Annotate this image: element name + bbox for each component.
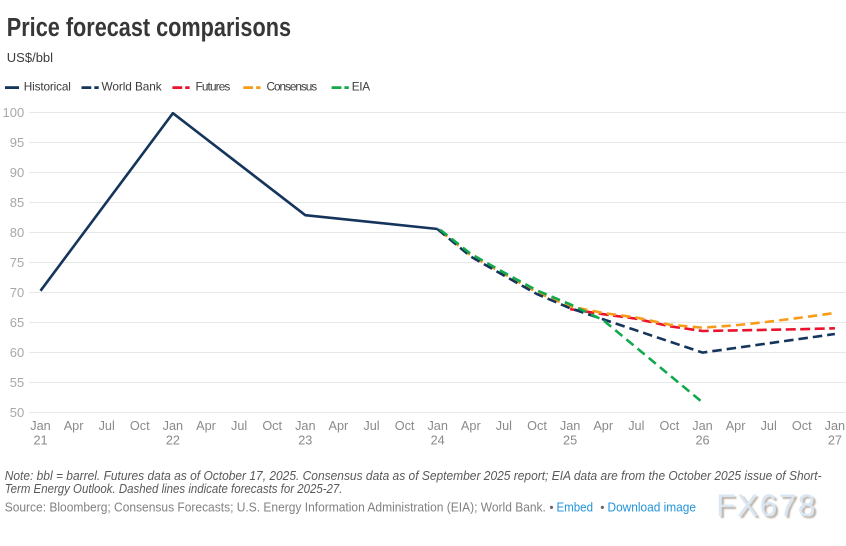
svg-text:Oct: Oct <box>262 419 282 433</box>
svg-text:Apr: Apr <box>593 419 614 433</box>
svg-text:Oct: Oct <box>130 419 150 433</box>
svg-text:Download image: Download image <box>608 500 697 515</box>
svg-text:65: 65 <box>10 315 24 330</box>
svg-text:21: 21 <box>33 434 47 448</box>
svg-text:Jan: Jan <box>427 419 447 433</box>
svg-text:95: 95 <box>10 135 24 150</box>
svg-text:World Bank: World Bank <box>102 80 162 94</box>
svg-text:Oct: Oct <box>792 419 812 433</box>
svg-text:FX678: FX678 <box>716 487 817 523</box>
svg-text:•: • <box>600 501 604 515</box>
svg-text:Oct: Oct <box>527 419 547 433</box>
svg-text:25: 25 <box>563 434 577 448</box>
svg-text:23: 23 <box>298 434 312 448</box>
svg-text:EIA: EIA <box>352 80 371 94</box>
svg-text:70: 70 <box>10 285 24 300</box>
svg-text:Jul: Jul <box>231 419 247 433</box>
svg-text:Note: bbl = barrel. Futures da: Note: bbl = barrel. Futures data as of O… <box>5 468 823 483</box>
svg-text:Jul: Jul <box>761 419 777 433</box>
svg-text:Jul: Jul <box>363 419 379 433</box>
svg-text:75: 75 <box>10 255 24 270</box>
svg-text:Jan: Jan <box>30 419 50 433</box>
svg-text:Jan: Jan <box>163 419 183 433</box>
svg-text:50: 50 <box>10 405 24 420</box>
svg-text:Price forecast comparisons: Price forecast comparisons <box>7 14 291 42</box>
svg-text:100: 100 <box>2 105 24 120</box>
svg-text:•: • <box>549 501 553 515</box>
svg-text:Consensus: Consensus <box>267 80 318 94</box>
svg-text:85: 85 <box>10 195 24 210</box>
svg-text:Oct: Oct <box>660 419 680 433</box>
svg-text:Apr: Apr <box>726 419 747 433</box>
svg-text:Source: Bloomberg; Consensus F: Source: Bloomberg; Consensus Forecasts; … <box>5 500 546 515</box>
svg-text:Historical: Historical <box>24 80 71 94</box>
svg-text:26: 26 <box>695 434 709 448</box>
svg-text:Jul: Jul <box>99 419 115 433</box>
svg-text:60: 60 <box>10 345 24 360</box>
svg-text:Jul: Jul <box>496 419 512 433</box>
svg-text:Apr: Apr <box>196 419 217 433</box>
svg-text:Jan: Jan <box>692 419 712 433</box>
svg-text:24: 24 <box>431 434 445 448</box>
svg-text:US$/bbl: US$/bbl <box>7 50 53 65</box>
svg-text:Jul: Jul <box>628 419 644 433</box>
svg-text:27: 27 <box>828 434 842 448</box>
svg-text:Term Energy Outlook. Dashed li: Term Energy Outlook. Dashed lines indica… <box>5 481 343 496</box>
svg-text:90: 90 <box>10 165 24 180</box>
svg-text:Embed: Embed <box>557 500 594 515</box>
svg-text:Oct: Oct <box>395 419 415 433</box>
svg-text:55: 55 <box>10 375 24 390</box>
svg-text:Jan: Jan <box>295 419 315 433</box>
svg-text:Apr: Apr <box>64 419 85 433</box>
svg-text:22: 22 <box>166 434 180 448</box>
svg-text:80: 80 <box>10 225 24 240</box>
svg-text:FX678: FX678 <box>718 489 819 525</box>
svg-text:Apr: Apr <box>461 419 482 433</box>
svg-text:Jan: Jan <box>825 419 845 433</box>
svg-text:Futures: Futures <box>196 80 231 94</box>
svg-text:Apr: Apr <box>329 419 350 433</box>
svg-text:Jan: Jan <box>560 419 580 433</box>
